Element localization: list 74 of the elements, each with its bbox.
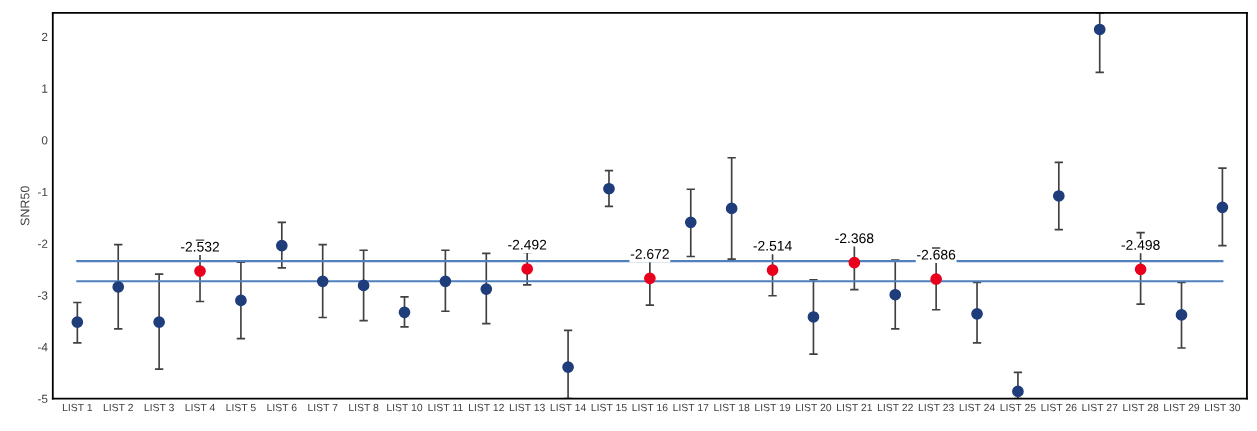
x-tick-label: LIST 2 [103,403,133,412]
x-tick-label: LIST 17 [673,403,709,412]
point [848,256,861,269]
x-tick-label: LIST 10 [387,403,423,412]
point [1216,201,1229,214]
point [439,275,452,288]
data-label: -2.686 [917,249,956,260]
point [603,182,615,195]
point [153,316,165,328]
x-tick-label: LIST 24 [959,403,995,412]
point [1134,263,1147,276]
point [644,272,656,285]
data-label: -2.492 [508,239,547,250]
y-tick-label: 1 [42,84,48,93]
x-tick-label: LIST 26 [1041,403,1077,412]
point [357,279,370,292]
point [235,294,247,307]
point [112,281,125,293]
x-tick-label: LIST 22 [877,403,913,412]
y-tick-label: -5 [37,394,48,404]
y-tick-label: 0 [41,136,48,145]
x-tick-label: LIST 16 [632,403,668,412]
data-label: -2.672 [630,249,669,259]
x-tick-label: LIST 3 [144,403,174,412]
x-tick-label: LIST 23 [918,403,954,412]
point [1093,23,1106,36]
y-tick-label: -3 [37,291,48,300]
point [398,306,411,319]
point [521,263,534,275]
x-tick-label: LIST 5 [226,403,256,412]
data-label: -2.514 [753,240,792,251]
point [480,283,493,295]
x-tick-label: LIST 1 [62,403,93,412]
point [1175,309,1188,321]
y-tick-label: -4 [37,343,48,352]
x-tick-label: LIST 20 [796,403,832,412]
point [275,239,288,252]
y-tick-label: -2 [37,239,48,248]
x-tick-label: LIST 21 [837,403,872,412]
point [971,308,983,320]
point [194,265,206,277]
x-tick-label: LIST 18 [714,403,750,412]
x-tick-label: LIST 27 [1082,403,1118,412]
x-tick-label: LIST 6 [267,403,297,412]
x-tick-label: LIST 11 [428,403,463,412]
x-tick-label: LIST 25 [1000,403,1036,412]
y-axis-title: SNR50 [20,186,30,226]
point [562,361,574,373]
x-tick-label: LIST 7 [308,403,338,412]
point [1052,190,1065,202]
x-tick-label: LIST 30 [1205,403,1241,412]
data-label: -2.368 [835,233,874,244]
x-tick-label: LIST 8 [349,403,379,412]
y-tick-label: 2 [41,32,48,41]
point [725,202,738,215]
point [684,216,697,229]
point [889,288,902,301]
x-tick-label: LIST 13 [509,403,545,412]
x-tick-label: LIST 15 [591,403,627,412]
x-tick-label: LIST 12 [468,403,504,412]
x-tick-label: LIST 28 [1123,403,1159,412]
point [930,273,942,285]
point [807,311,820,323]
y-tick-label: -1 [37,188,48,197]
point [71,316,84,328]
x-tick-label: LIST 4 [185,403,215,412]
data-label: -2.498 [1121,240,1160,250]
point [1012,385,1024,398]
x-tick-label: LIST 29 [1164,403,1200,412]
data-label: -2.532 [180,241,220,252]
point [316,275,329,288]
x-tick-label: LIST 14 [550,403,586,412]
point [766,264,779,276]
x-tick-label: LIST 19 [755,403,791,412]
